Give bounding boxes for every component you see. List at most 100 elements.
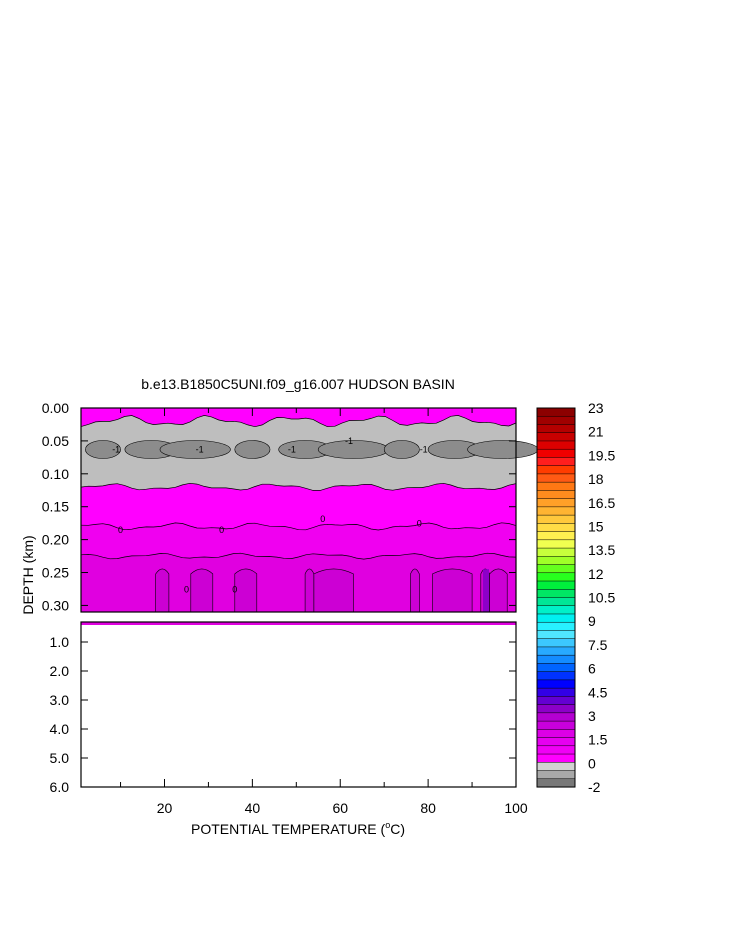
colorbar-swatch xyxy=(536,704,576,714)
colorbar-swatch xyxy=(536,440,576,450)
layer-deep xyxy=(81,553,516,612)
colorbar-label: 4.5 xyxy=(588,684,608,700)
colorbar-label: 16.5 xyxy=(588,495,615,511)
colorbar-labels: 23 21 19.5 18 16.5 15 13.5 12 10.5 9 7.5 6 4.5 3 1.5 0 -… xyxy=(588,400,615,795)
x-tick-label: 100 xyxy=(504,800,528,816)
upper-y-ticks: 0.00 0.05 0.10 0.15 0.20 0.25 0.30 xyxy=(42,400,516,613)
colorbar-swatch xyxy=(536,448,576,458)
colorbar-swatch xyxy=(536,432,576,442)
colorbar-swatch xyxy=(536,762,576,772)
cold-core xyxy=(159,440,231,459)
lower-panel: 1.0 2.0 3.0 4.0 5.0 6.0 20 40 60 80 100 xyxy=(50,408,528,816)
x-tick-label: 20 xyxy=(157,800,173,816)
x-tick-label: 80 xyxy=(420,800,436,816)
contour-line xyxy=(80,522,517,531)
colorbar-swatch xyxy=(536,687,576,697)
deep-plume xyxy=(155,568,170,613)
deep-plume xyxy=(304,568,315,613)
colorbar-label: 10.5 xyxy=(588,590,615,606)
colorbar-swatch xyxy=(536,663,576,673)
contour-label: 0 xyxy=(320,514,325,524)
colorbar-swatch xyxy=(536,523,576,533)
colorbar-swatch xyxy=(536,770,576,780)
x-tick-label: 60 xyxy=(332,800,348,816)
contour-label: -1 xyxy=(196,445,204,455)
colorbar-swatch xyxy=(536,630,576,640)
deep-plume xyxy=(190,568,214,613)
colorbar-label: 6 xyxy=(588,661,596,677)
contour-line xyxy=(80,482,517,491)
colorbar-swatch xyxy=(536,556,576,566)
colorbar-swatch xyxy=(536,514,576,524)
colorbar-swatch xyxy=(536,621,576,632)
cold-core xyxy=(317,440,389,459)
deep-plume xyxy=(489,568,508,613)
colorbar-swatch xyxy=(536,613,576,623)
contour-label: -1 xyxy=(112,445,120,455)
colorbar-swatch xyxy=(536,572,576,582)
lower-panel-frame xyxy=(80,621,517,788)
colorbar-swatch xyxy=(536,498,576,508)
y-tick-label: 0.00 xyxy=(42,400,69,416)
colorbar-swatch xyxy=(536,597,576,607)
x-axis-label-suffix: C) xyxy=(390,821,405,837)
lower-y-ticks: 1.0 2.0 3.0 4.0 5.0 6.0 xyxy=(50,634,516,795)
lower-panel-background xyxy=(81,622,516,787)
colorbar-label: 19.5 xyxy=(588,447,615,463)
colorbar-swatch xyxy=(536,547,576,557)
x-axis-label-superscript: o xyxy=(385,820,390,830)
deep-plume xyxy=(410,568,420,613)
deep-plume xyxy=(234,568,258,613)
layer-upper xyxy=(81,483,516,530)
x-axis-label-main: POTENTIAL TEMPERATURE ( xyxy=(191,821,386,837)
colorbar-swatch xyxy=(536,638,576,648)
colorbar-frame xyxy=(536,407,576,788)
colorbar-label: 18 xyxy=(588,471,604,487)
colorbar-swatch xyxy=(536,506,576,516)
colorbar-swatch xyxy=(536,737,576,747)
colorbar-swatch xyxy=(536,696,576,706)
y-tick-label: 6.0 xyxy=(50,779,70,795)
contour-label: -1 xyxy=(345,436,353,446)
colorbar-swatch xyxy=(536,654,576,664)
colorbar-swatch xyxy=(536,424,576,434)
y-tick-label: 0.05 xyxy=(42,433,69,449)
contour-label: 0 xyxy=(184,584,189,594)
colorbar-swatch xyxy=(536,531,576,541)
contour-label: 0 xyxy=(118,525,123,535)
colorbar-swatch xyxy=(536,712,576,722)
contour-line xyxy=(80,415,517,428)
cold-core xyxy=(467,440,539,459)
colorbar-swatch xyxy=(536,778,576,788)
colorbar-swatch xyxy=(536,465,576,475)
colorbar-swatch xyxy=(536,589,576,599)
lower-panel-surface-band xyxy=(81,622,516,625)
colorbar-label: 0 xyxy=(588,755,596,771)
upper-contour-layers xyxy=(80,408,539,613)
colorbar-swatch xyxy=(536,473,576,483)
colorbar-label: 12 xyxy=(588,566,604,582)
contour-label: 0 xyxy=(232,584,237,594)
colorbar-swatch xyxy=(536,646,576,656)
contour-label: 0 xyxy=(417,519,422,529)
y-tick-label: 1.0 xyxy=(50,634,70,650)
colorbar-label: 7.5 xyxy=(588,637,608,653)
colorbar-swatch xyxy=(536,605,576,615)
contour-label: -1 xyxy=(288,445,296,455)
cold-core xyxy=(383,440,420,459)
deep-plume xyxy=(432,568,473,613)
x-axis-label: POTENTIAL TEMPERATURE (oC) xyxy=(191,820,405,837)
colorbar-swatch xyxy=(536,580,576,590)
y-tick-label: 0.15 xyxy=(42,499,69,515)
deep-plume-core xyxy=(483,569,489,612)
colorbar-label: 21 xyxy=(588,424,604,440)
x-axis-ticks: 20 40 60 80 100 xyxy=(120,408,528,816)
colorbar-swatch xyxy=(536,720,576,730)
colorbar-label: 15 xyxy=(588,518,604,534)
colorbar-swatch xyxy=(536,745,576,755)
deep-plume xyxy=(313,568,354,613)
colorbar-swatch xyxy=(536,457,576,467)
colorbar-label: 9 xyxy=(588,613,596,629)
contour-label: -1 xyxy=(420,445,428,455)
